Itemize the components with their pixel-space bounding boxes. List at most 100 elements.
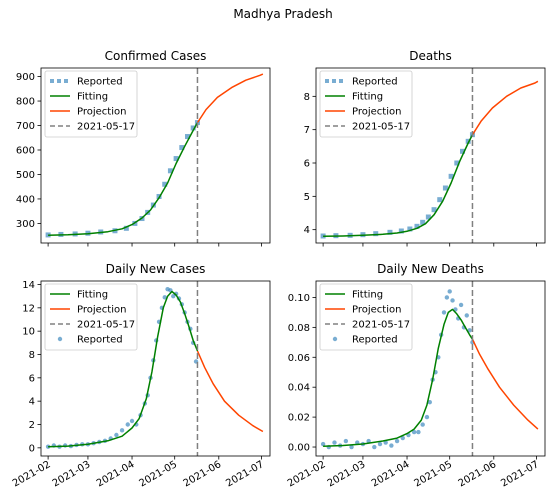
y-tick-label: 0.06 bbox=[288, 353, 310, 364]
reported-point bbox=[427, 399, 432, 405]
reported-point bbox=[416, 429, 421, 435]
y-tick-label: 0.08 bbox=[288, 323, 310, 334]
reported-point bbox=[420, 422, 425, 427]
x-tick-label: 2021-06 bbox=[182, 459, 224, 489]
legend-label: Projection bbox=[352, 107, 401, 118]
y-tick-label: 300 bbox=[16, 219, 35, 230]
reported-point bbox=[442, 185, 448, 191]
plot-area bbox=[320, 68, 539, 243]
reported-point bbox=[372, 444, 377, 450]
reported-point bbox=[454, 160, 460, 166]
y-tick-label: 800 bbox=[16, 97, 35, 108]
legend-box bbox=[44, 70, 138, 138]
reported-point bbox=[125, 422, 130, 427]
chart-title: Confirmed Cases bbox=[105, 49, 207, 63]
reported-point bbox=[114, 432, 119, 438]
reported-point bbox=[414, 223, 420, 229]
reported-point bbox=[377, 441, 383, 447]
chart-panel-0: Confirmed Cases 300 400 500 600 700 800 900 Repo… bbox=[16, 49, 271, 247]
reported-point bbox=[173, 156, 179, 162]
reported-point bbox=[437, 197, 443, 203]
projection-line bbox=[471, 338, 539, 430]
projection-line bbox=[196, 73, 264, 124]
plot-area bbox=[45, 68, 264, 243]
x-tick-label: 2021-02 bbox=[286, 459, 328, 489]
reported-point bbox=[387, 229, 393, 235]
reported-point bbox=[373, 231, 379, 237]
chart-title: Daily New Cases bbox=[106, 262, 206, 276]
legend-box bbox=[319, 283, 413, 351]
legend-box bbox=[44, 283, 138, 351]
legend-label: Projection bbox=[77, 107, 126, 118]
y-tick-label: 7 bbox=[304, 125, 310, 136]
y-tick-label: 8 bbox=[29, 350, 35, 361]
y-tick-label: 4 bbox=[29, 397, 35, 408]
reported-point bbox=[343, 438, 349, 444]
reported-point bbox=[129, 418, 135, 424]
y-tick-label: 500 bbox=[16, 170, 35, 181]
legend-reported-swatch bbox=[332, 336, 338, 342]
legend: Fitting Projection 2021-05-17 Reported bbox=[44, 283, 138, 351]
fitting-line bbox=[48, 290, 199, 448]
reported-point bbox=[420, 219, 426, 225]
figure-title: Madhya Pradesh bbox=[233, 7, 332, 21]
x-tick-label: 2021-04 bbox=[95, 459, 137, 489]
legend-label: Projection bbox=[77, 305, 126, 316]
y-tick-label: 900 bbox=[16, 72, 35, 83]
legend-label: 2021-05-17 bbox=[352, 320, 410, 331]
fitting-line bbox=[323, 308, 474, 448]
reported-point bbox=[119, 428, 125, 433]
legend: Reported Fitting Projection 2021-05-17 bbox=[319, 70, 413, 138]
x-tick-label: 2021-07 bbox=[224, 459, 266, 489]
legend-label: Projection bbox=[352, 305, 401, 316]
y-tick-label: 400 bbox=[16, 194, 35, 205]
axes-frame bbox=[315, 280, 546, 457]
reported-point bbox=[424, 414, 430, 420]
y-tick-label: 10 bbox=[22, 327, 35, 338]
legend-label: Reported bbox=[352, 335, 398, 346]
axes-frame bbox=[315, 67, 546, 244]
legend-label: Fitting bbox=[352, 92, 383, 103]
reported-point bbox=[366, 438, 371, 444]
fitting-line bbox=[48, 122, 199, 236]
reported-point bbox=[389, 443, 394, 448]
y-tick-label: 700 bbox=[16, 121, 35, 132]
y-tick-label: 5 bbox=[304, 192, 310, 203]
legend-reported-swatch bbox=[57, 336, 63, 342]
legend-label: Fitting bbox=[352, 290, 383, 301]
x-tick-label: 2021-05 bbox=[413, 459, 455, 489]
reported-point bbox=[448, 173, 454, 179]
reported-point bbox=[394, 438, 400, 444]
legend-label: 2021-05-17 bbox=[352, 122, 410, 133]
y-tick-label: 4 bbox=[304, 225, 310, 236]
chart-title: Deaths bbox=[409, 49, 452, 63]
legend: Reported Fitting Projection 2021-05-17 bbox=[44, 70, 138, 138]
x-tick-label: 2021-03 bbox=[51, 459, 93, 489]
reported-point bbox=[123, 225, 129, 231]
reported-point bbox=[441, 310, 447, 315]
reported-point bbox=[465, 138, 471, 144]
y-tick-label: 0.10 bbox=[288, 293, 310, 304]
legend-reported-swatch bbox=[57, 79, 61, 83]
legend: Fitting Projection 2021-05-17 Reported bbox=[319, 283, 413, 351]
projection-line bbox=[471, 80, 539, 136]
y-tick-label: 0.00 bbox=[288, 443, 310, 454]
reported-point bbox=[383, 440, 388, 445]
plot-area bbox=[320, 281, 539, 456]
legend-label: 2021-05-17 bbox=[77, 320, 135, 331]
reported-point bbox=[167, 168, 173, 174]
fitting-line bbox=[323, 134, 474, 238]
reported-point bbox=[332, 440, 337, 445]
reported-point bbox=[179, 145, 185, 151]
reported-point bbox=[431, 207, 437, 213]
x-tick-label: 2021-07 bbox=[499, 459, 541, 489]
axes-frame bbox=[40, 67, 271, 244]
y-tick-label: 14 bbox=[22, 280, 35, 291]
reported-point bbox=[398, 228, 404, 234]
reported-point bbox=[407, 226, 413, 232]
y-tick-label: 6 bbox=[304, 159, 310, 170]
reported-point bbox=[425, 214, 431, 220]
legend-box bbox=[319, 70, 413, 138]
y-tick-label: 0.04 bbox=[288, 383, 310, 394]
